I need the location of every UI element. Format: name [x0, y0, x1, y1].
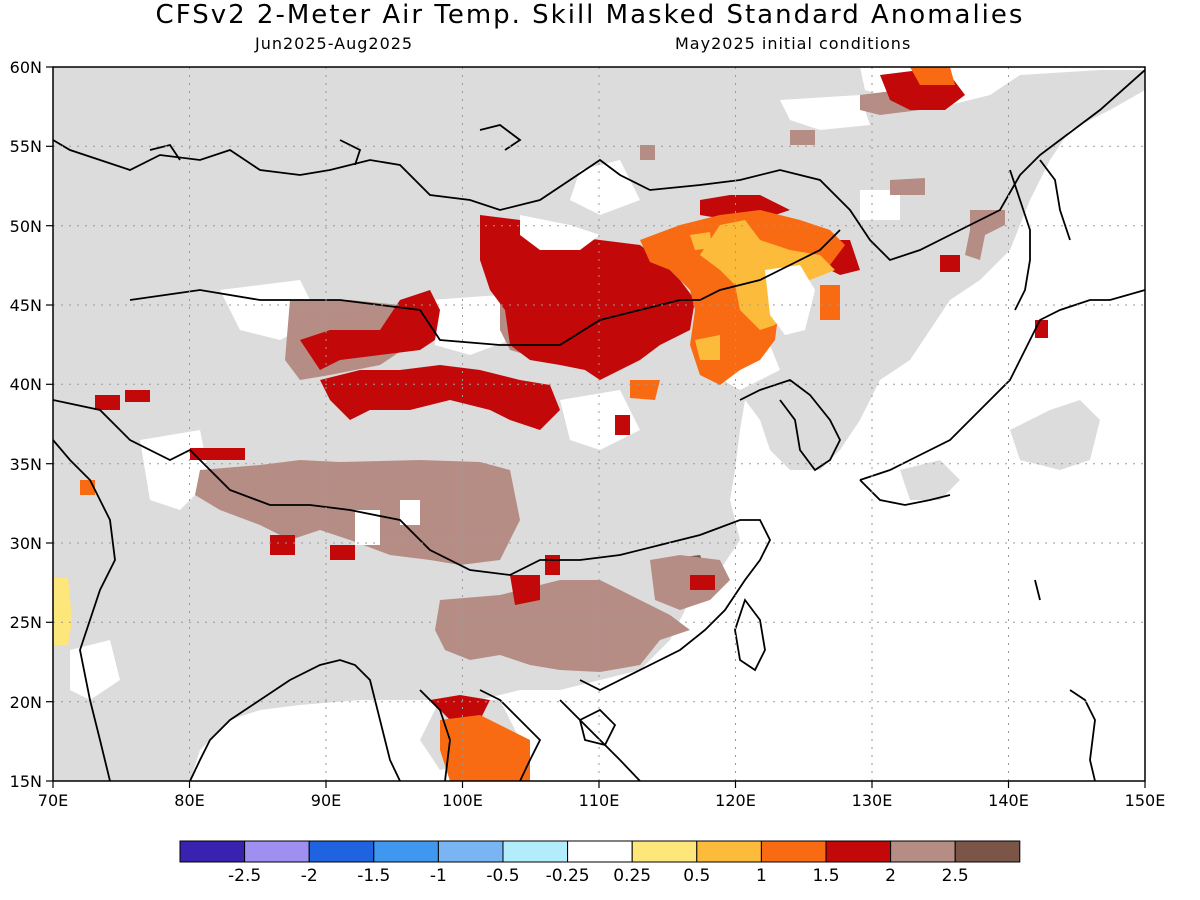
y-tick-label: 15N: [10, 772, 42, 791]
coastline: [53, 69, 1145, 262]
y-axis-labels: 15N 20N 25N 30N 35N 40N 45N 50N 55N 60N: [10, 58, 42, 791]
colorbar-swatch: [502, 840, 569, 863]
y-tick-label: 35N: [10, 455, 42, 474]
x-tick-label: 130E: [852, 791, 893, 810]
colorbar-swatch: [244, 840, 310, 863]
colorbar-label: 2: [885, 866, 896, 886]
colorbar-label: -1: [430, 866, 447, 886]
period-subtitle: Jun2025-Aug2025: [255, 34, 414, 53]
anomaly-fill-1.5: [480, 215, 695, 380]
x-tick-label: 120E: [715, 791, 756, 810]
colorbar-swatch: [890, 840, 956, 863]
colorbar-swatch: [373, 840, 439, 863]
x-tick-label: 70E: [38, 791, 68, 810]
colorbar-label: -0.5: [486, 866, 519, 886]
coastlines: [53, 69, 1145, 781]
colorbar-label: 1: [756, 866, 767, 886]
initial-conditions-subtitle: May2025 initial conditions: [675, 34, 912, 53]
colorbar-label: 1.5: [812, 866, 839, 886]
colorbar-swatch: [308, 840, 375, 863]
y-tick-label: 20N: [10, 693, 42, 712]
x-tick-label: 110E: [579, 791, 620, 810]
colorbar-swatch: [179, 840, 246, 863]
y-tick-label: 60N: [10, 58, 42, 77]
y-tick-label: 40N: [10, 375, 42, 394]
map-title: CFSv2 2-Meter Air Temp. Skill Masked Sta…: [155, 0, 1025, 30]
anomaly-fill-0.25: [53, 578, 72, 645]
x-tick-label: 140E: [988, 791, 1029, 810]
anomaly-fields: [53, 67, 1145, 781]
colorbar: -2.5 -2 -1.5 -1 -0.5 -0.25 0.25 0.5 1 1.…: [179, 840, 1021, 886]
y-tick-label: 25N: [10, 613, 42, 632]
x-tick-label: 150E: [1125, 791, 1166, 810]
colorbar-swatch: [825, 840, 892, 863]
colorbar-swatch: [437, 840, 504, 863]
colorbar-swatch: [631, 840, 698, 863]
x-tick-label: 90E: [311, 791, 341, 810]
colorbar-label: -2.5: [228, 866, 261, 886]
x-tick-label: 100E: [442, 791, 483, 810]
colorbar-label: 0.25: [613, 866, 651, 886]
tick-marks: [46, 66, 1146, 788]
colorbar-label: -2: [301, 866, 318, 886]
y-tick-label: 30N: [10, 534, 42, 553]
x-axis-labels: 70E 80E 90E 100E 110E 120E 130E 140E 150…: [38, 791, 1166, 810]
colorbar-swatch: [567, 840, 633, 863]
y-tick-label: 45N: [10, 296, 42, 315]
colorbar-label: -0.25: [546, 866, 590, 886]
colorbar-label: 2.5: [942, 866, 969, 886]
colorbar-label: 0.5: [683, 866, 710, 886]
y-tick-label: 50N: [10, 217, 42, 236]
colorbar-label: -1.5: [357, 866, 390, 886]
y-tick-label: 55N: [10, 137, 42, 156]
x-tick-label: 80E: [174, 791, 204, 810]
colorbar-swatch: [696, 840, 762, 863]
colorbar-swatch: [954, 840, 1021, 863]
colorbar-swatch: [760, 840, 827, 863]
grid-lines: [53, 67, 1145, 781]
